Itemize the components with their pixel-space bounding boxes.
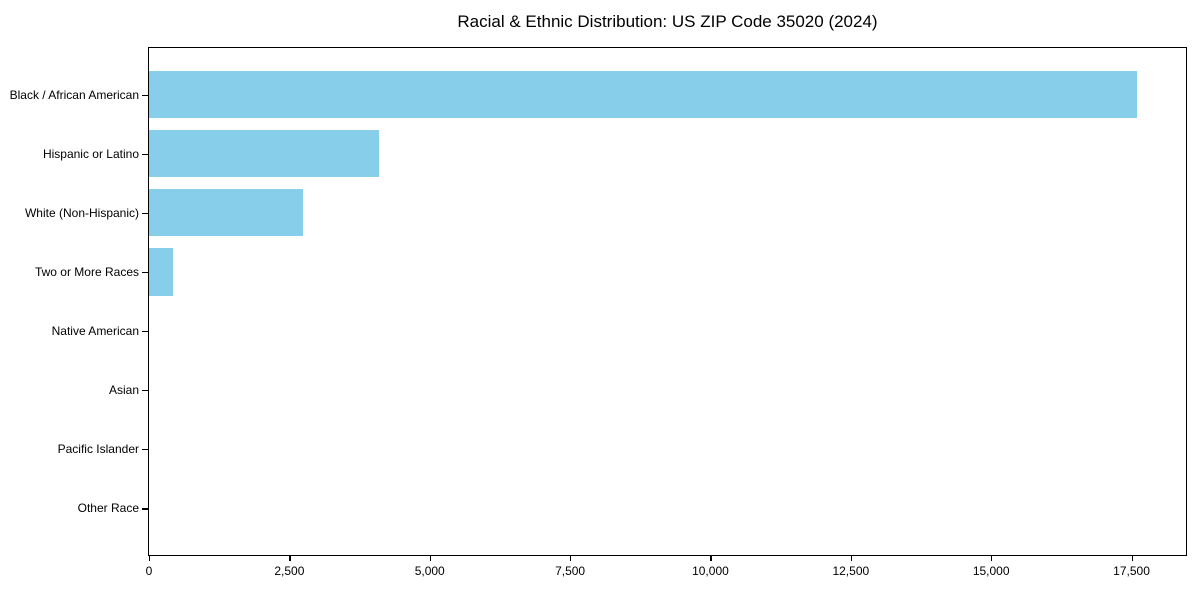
- x-axis-tick: [850, 555, 852, 561]
- y-tick-label: White (Non-Hispanic): [24, 205, 139, 220]
- y-tick-label: Pacific Islander: [57, 442, 139, 457]
- x-axis-tick: [149, 555, 151, 561]
- x-tick-label: 10,000: [692, 564, 729, 578]
- x-axis-tick: [1131, 555, 1133, 561]
- x-axis-tick: [570, 555, 572, 561]
- y-axis-tick: [142, 94, 149, 96]
- y-axis-tick: [142, 212, 149, 215]
- chart-title: Racial & Ethnic Distribution: US ZIP Cod…: [457, 12, 878, 31]
- y-tick-label: Black / African American: [9, 87, 139, 102]
- y-axis-tick: [142, 271, 149, 274]
- y-axis-tick: [142, 153, 149, 155]
- y-tick-label: Other Race: [77, 501, 139, 516]
- bar-two-or-more-races: [149, 248, 174, 296]
- y-tick-label: Hispanic or Latino: [42, 146, 139, 161]
- x-axis-tick: [710, 555, 712, 561]
- y-axis-tick: [142, 331, 149, 333]
- x-tick-label: 12,500: [832, 564, 870, 578]
- x-tick-label: 0: [145, 564, 153, 578]
- y-tick-label: Native American: [51, 324, 139, 339]
- x-tick-label: 5,000: [414, 564, 445, 578]
- x-axis-tick: [991, 555, 993, 561]
- x-tick-label: 2,500: [274, 564, 305, 578]
- x-tick-label: 17,500: [1113, 564, 1150, 578]
- x-axis-tick: [429, 555, 431, 561]
- x-tick-label: 7,500: [555, 564, 586, 578]
- y-tick-label: Asian: [108, 383, 139, 398]
- y-axis-tick: [142, 390, 149, 392]
- bar-hispanic-or-latino: [149, 130, 380, 178]
- plot-inner: Black / African American Hispanic or Lati…: [10, 48, 1186, 578]
- x-tick-label: 15,000: [972, 564, 1010, 578]
- bar-white-non-hispanic-: [149, 189, 303, 237]
- bar-black-african-american: [149, 71, 1137, 119]
- plot-area: Black / African American Hispanic or Lati…: [10, 47, 1187, 578]
- y-axis-tick: [142, 449, 149, 451]
- x-axis-tick: [289, 555, 291, 561]
- y-axis-tick: [142, 508, 149, 510]
- y-tick-label: Two or More Races: [34, 264, 139, 279]
